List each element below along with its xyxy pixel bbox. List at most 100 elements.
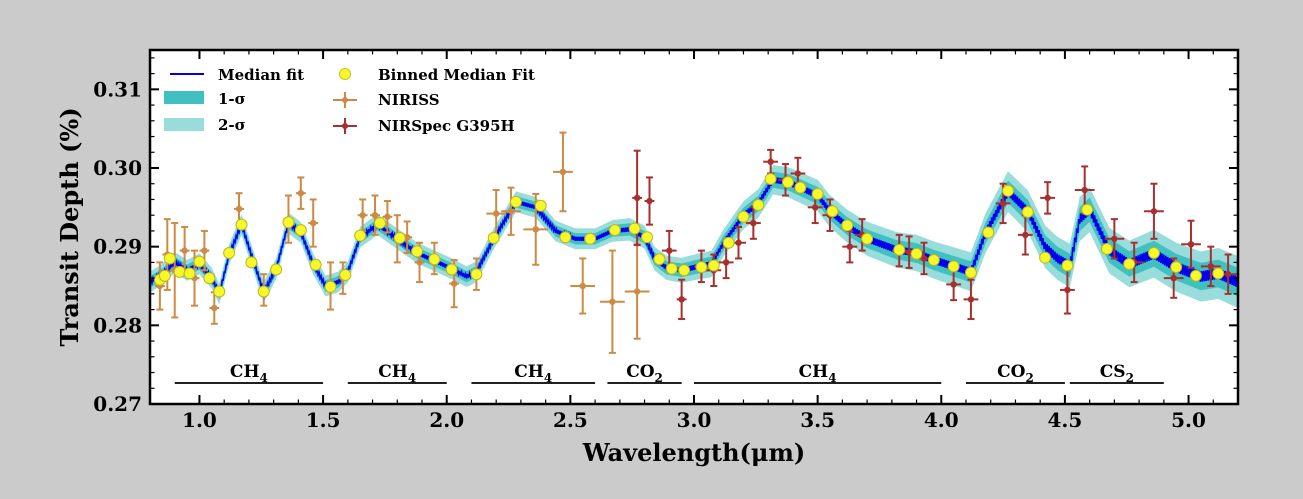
nirspec-marker — [1111, 235, 1118, 242]
binned-point-42 — [781, 176, 794, 189]
nirspec-marker — [1170, 274, 1177, 282]
binned-point-2 — [163, 252, 176, 265]
binned-point-14 — [294, 224, 307, 237]
binned-point-48 — [893, 243, 906, 256]
legend-binned-swatch — [339, 68, 351, 80]
binned-point-16 — [324, 280, 337, 293]
niriss-point-15 — [370, 194, 380, 236]
legend-binned-label: Binned Median Fit — [378, 66, 535, 84]
x-tick-label: 1.0 — [182, 408, 217, 432]
niriss-marker — [359, 212, 366, 219]
legend-sigma2-label: 2-σ — [218, 116, 246, 134]
binned-point-27 — [534, 199, 547, 212]
binned-point-62 — [1170, 261, 1183, 274]
nirspec-marker — [666, 247, 673, 254]
niriss-marker — [450, 280, 458, 287]
binned-point-12 — [270, 263, 283, 276]
binned-point-9 — [235, 218, 248, 231]
niriss-marker — [297, 189, 305, 197]
niriss-point-25 — [523, 192, 549, 266]
nirspec-marker — [1044, 194, 1051, 202]
niriss-point-27 — [570, 257, 596, 315]
binned-point-54 — [1002, 184, 1015, 197]
binned-point-8 — [223, 246, 236, 259]
nirspec-marker — [633, 194, 641, 202]
nirspec-marker — [794, 170, 802, 177]
annotation-label-3: CO2 — [626, 362, 663, 385]
x-tick-label: 1.5 — [306, 408, 341, 432]
nirspec-point-8 — [745, 206, 761, 240]
annotation-label-0: CH4 — [230, 362, 268, 385]
binned-point-23 — [445, 263, 458, 276]
binned-point-58 — [1081, 203, 1094, 216]
niriss-marker — [609, 298, 616, 305]
annotation-label-5: CO2 — [997, 362, 1034, 385]
binned-point-50 — [927, 254, 940, 267]
niriss-marker — [201, 247, 208, 254]
binned-point-36 — [695, 261, 708, 274]
annotation-label-4: CH4 — [799, 362, 837, 385]
binned-points — [153, 173, 1225, 298]
nirspec-marker — [1150, 208, 1158, 215]
binned-point-15 — [309, 258, 322, 271]
binned-point-38 — [722, 236, 735, 249]
binned-point-64 — [1212, 267, 1225, 280]
legend-niriss-label: NIRISS — [378, 91, 440, 109]
niriss-marker — [384, 213, 391, 220]
binned-point-11 — [257, 285, 270, 298]
nirspec-marker — [846, 243, 853, 250]
binned-point-21 — [411, 245, 424, 258]
nirspec-marker — [678, 296, 685, 303]
y-tick-label: 0.30 — [93, 156, 142, 180]
annotation-label-1: CH4 — [378, 362, 416, 385]
binned-point-39 — [737, 210, 750, 223]
nirspec-marker — [811, 204, 819, 211]
nirspec-point-1 — [644, 176, 655, 226]
binned-point-17 — [339, 268, 352, 281]
binned-point-40 — [752, 198, 765, 211]
molecule-annotations: CH4 CH4 CH4 CO2 CH4 CO2 CS2 — [174, 362, 1164, 385]
binned-point-33 — [653, 253, 666, 266]
binned-point-59 — [1100, 243, 1113, 256]
niriss-marker — [310, 219, 317, 227]
nirspec-point-20 — [963, 278, 979, 321]
binned-point-18 — [354, 229, 367, 242]
nirspec-marker — [950, 281, 957, 288]
niriss-point-10 — [295, 176, 306, 210]
niriss-marker — [371, 212, 379, 219]
binned-point-37 — [707, 259, 720, 272]
binned-point-13 — [282, 216, 295, 229]
binned-point-3 — [173, 265, 186, 278]
binned-point-35 — [678, 264, 691, 277]
niriss-marker — [416, 259, 423, 266]
binned-point-10 — [245, 256, 258, 269]
nirspec-marker — [722, 259, 730, 266]
binned-point-60 — [1123, 257, 1136, 270]
nirspec-marker — [1224, 271, 1232, 278]
nirspec-marker — [1064, 286, 1071, 294]
legend-nirspec-swatch — [333, 118, 357, 134]
axis-ticks: 1.0 1.5 2.0 2.5 3.0 3.5 4.0 4.5 5.0 0.27 0.28 0.29 0… — [93, 50, 1239, 432]
niriss-marker — [579, 282, 586, 290]
nirspec-marker — [1022, 231, 1029, 239]
nirspec-marker — [1081, 186, 1088, 194]
y-tick-label: 0.29 — [93, 235, 142, 259]
binned-point-22 — [428, 253, 441, 266]
nirspec-point-31 — [1200, 245, 1221, 287]
legend: Median fit 1-σ 2-σ Binned Median Fit NIR… — [164, 66, 535, 135]
plot-area — [150, 50, 1238, 404]
binned-point-5 — [193, 255, 206, 268]
binned-point-32 — [641, 231, 654, 244]
binned-point-28 — [559, 231, 572, 244]
legend-sigma1-label: 1-σ — [218, 90, 246, 108]
nirspec-marker — [999, 200, 1007, 207]
binned-point-30 — [608, 224, 621, 237]
niriss-marker — [532, 226, 539, 233]
binned-point-31 — [628, 222, 641, 235]
nirspec-marker — [750, 219, 757, 227]
binned-point-56 — [1039, 251, 1052, 264]
binned-point-7 — [213, 285, 226, 298]
legend-sigma1-swatch — [164, 91, 204, 104]
nirspec-marker — [967, 296, 975, 303]
y-tick-label: 0.31 — [93, 77, 142, 101]
